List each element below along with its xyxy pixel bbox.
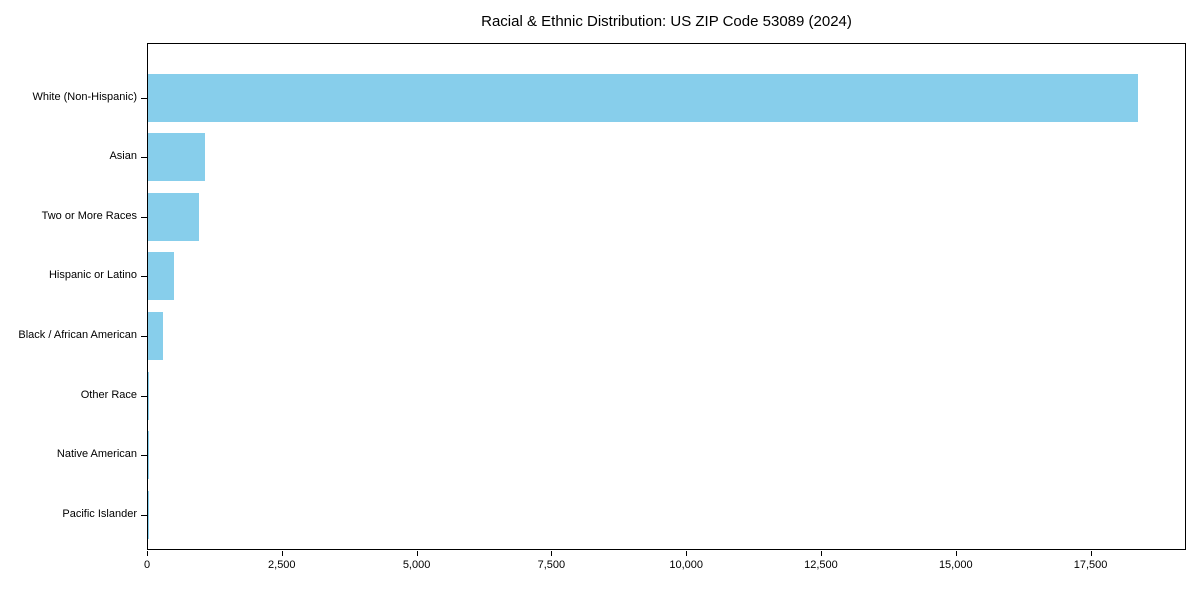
y-tick-mark [141,395,147,397]
y-tick-label: Asian [109,150,137,163]
y-tick-mark [141,157,147,159]
bar [148,252,175,301]
x-tick-label: 7,500 [537,559,566,571]
x-tick-label: 0 [143,559,151,571]
x-tick-mark [416,551,418,556]
plot-area [147,43,1186,550]
x-tick-label: 10,000 [669,559,703,571]
chart-title: Racial & Ethnic Distribution: US ZIP Cod… [481,13,852,30]
y-tick-label: Two or More Races [41,209,137,222]
bar [148,133,205,182]
y-tick-mark [141,455,147,457]
x-tick-mark [820,551,822,556]
y-tick-label: Native American [56,448,137,461]
bar [148,311,164,360]
y-tick-mark [141,335,147,337]
y-tick-mark [141,276,147,278]
x-tick-label: 2,500 [268,559,296,571]
y-tick-label: White (Non-Hispanic) [32,90,137,103]
x-tick-mark [281,551,283,556]
y-tick-mark [141,216,147,218]
x-tick-label: 5,000 [402,559,431,571]
bar [148,431,149,480]
bar [148,192,199,241]
bar [148,371,150,420]
x-tick-label: 17,500 [1073,559,1108,571]
y-tick-mark [141,514,147,516]
y-tick-label: Pacific Islander [62,507,137,520]
x-tick-label: 12,500 [804,559,838,571]
x-tick-mark [551,551,553,556]
y-tick-label: Hispanic or Latino [48,269,137,282]
x-tick-mark [955,551,957,556]
x-tick-mark [686,551,688,556]
x-tick-mark [147,551,148,556]
y-tick-label: Black / African American [18,328,137,341]
x-tick-mark [1090,551,1092,556]
bar [148,73,1138,122]
y-tick-mark [141,97,147,99]
y-tick-label: Other Race [80,388,137,401]
x-tick-label: 15,000 [938,559,973,571]
